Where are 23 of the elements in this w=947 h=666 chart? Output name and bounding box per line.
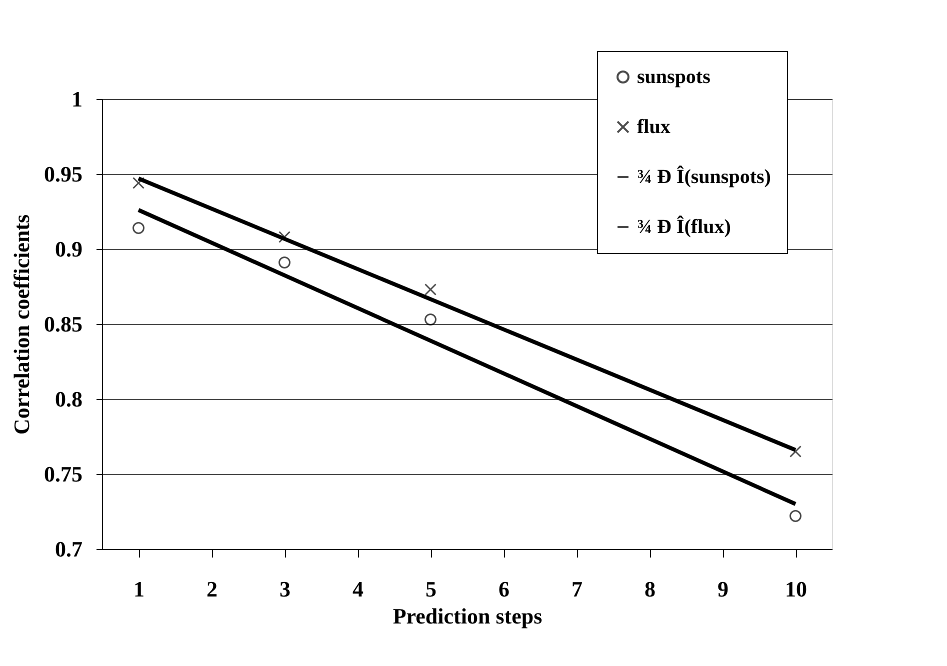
y-tick-label: 1	[72, 86, 82, 112]
legend-label: sunspots	[637, 66, 711, 88]
x-tick-label: 2	[206, 576, 218, 602]
x-tick-label: 4	[352, 576, 364, 602]
x-tick-label: 10	[785, 576, 807, 602]
y-axis-title: Correlation coefficients	[9, 214, 34, 435]
legend-label: flux	[637, 116, 670, 138]
legend-label: ¾ Ð Î(flux)	[637, 215, 731, 238]
x-tick-label: 9	[718, 576, 728, 602]
y-tick-label: 0.95	[44, 162, 82, 186]
legend-label: ¾ Ð Î(sunspots)	[637, 165, 771, 188]
x-axis-title: Prediction steps	[392, 604, 543, 628]
y-tick-label: 0.8	[55, 386, 82, 412]
x-tick-label: 7	[572, 576, 582, 602]
x-tick-label: 3	[280, 576, 290, 602]
y-tick-label: 0.75	[44, 462, 82, 486]
x-tick-label: 6	[498, 576, 510, 602]
y-tick-label: 0.9	[55, 236, 82, 262]
y-tick-label: 0.7	[55, 536, 82, 562]
y-tick-label: 0.85	[44, 312, 82, 336]
x-tick-label: 5	[426, 576, 436, 602]
x-tick-label: 1	[134, 576, 144, 602]
x-tick-label: 8	[644, 576, 656, 602]
